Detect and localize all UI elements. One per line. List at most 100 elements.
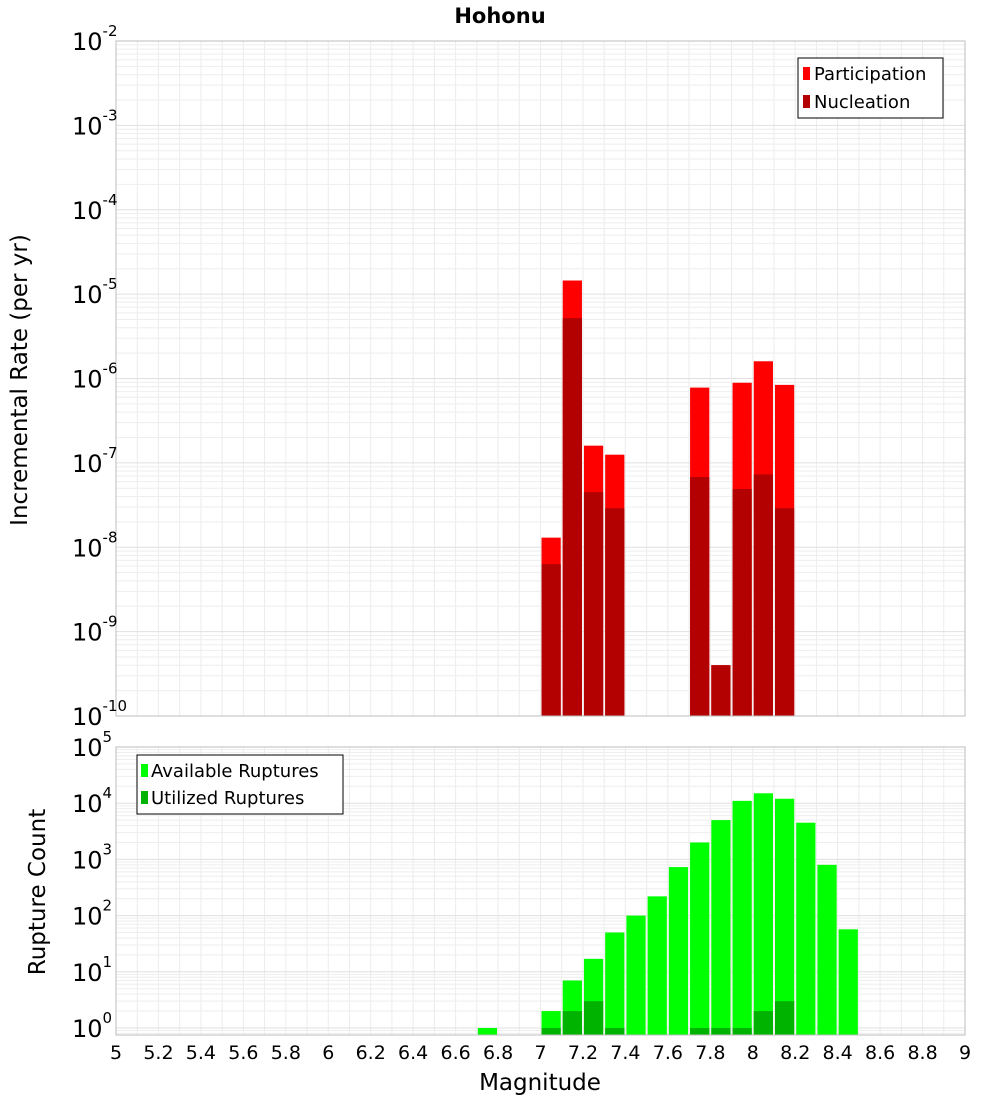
y-tick-label: 105 [72,728,112,762]
y-tick-label: 10-4 [72,191,118,225]
nucleation-bar [774,508,795,716]
top-legend: Participation Nucleation [797,57,944,119]
y-tick-label: 101 [72,953,112,987]
available-ruptures-bar [477,1027,498,1035]
nucleation-bar [562,318,582,716]
available-ruptures-bar [626,915,646,1035]
y-tick-exponent: 1 [103,953,113,971]
y-tick-exponent: -9 [103,613,118,631]
y-tick-exponent: 3 [103,840,113,858]
y-tick-base: 10 [72,450,103,478]
y-tick-exponent: -2 [103,22,118,40]
available-ruptures-bar [817,864,837,1035]
bottom-legend-box [136,754,344,815]
top-y-axis-title: Incremental Rate (per yr) [7,234,33,526]
top-grid [115,40,966,717]
y-tick-exponent: -7 [103,444,118,462]
top-bars [541,280,795,716]
y-tick-label: 10-6 [72,360,118,394]
y-tick-exponent: -4 [103,191,118,209]
x-tick-label: 8.6 [865,1042,895,1064]
chart-title: Hohonu [454,4,545,28]
x-tick-label: 6.2 [356,1042,386,1064]
x-tick-label: 8.4 [823,1042,853,1064]
bottom-bars [477,793,858,1035]
y-tick-base: 10 [72,703,103,731]
y-tick-exponent: -6 [103,360,118,378]
available-ruptures-bar [690,842,710,1035]
available-ruptures-bar [711,820,731,1035]
bottom-y-axis-title: Rupture Count [25,809,51,975]
utilized-ruptures-bar [774,1001,795,1035]
y-tick-base: 10 [72,959,103,987]
y-tick-label: 10-2 [72,22,118,56]
x-tick-label: 5.6 [228,1042,258,1064]
bottom-plot-border [115,746,966,1036]
x-tick-label: 5 [110,1042,122,1064]
available-ruptures-bar [796,822,816,1035]
y-tick-base: 10 [72,281,103,309]
legend-available-label: Available Ruptures [151,761,319,782]
utilized-ruptures-bar [541,1027,561,1035]
y-tick-label: 104 [72,784,112,818]
nucleation-bar [690,477,710,716]
y-tick-base: 10 [72,903,103,931]
y-tick-base: 10 [72,1015,103,1043]
x-tick-label: 7 [534,1042,546,1064]
legend-nucleation-label: Nucleation [814,92,910,113]
utilized-ruptures-bar [732,1027,752,1035]
y-tick-label: 10-5 [72,275,118,309]
y-tick-exponent: 4 [103,784,113,802]
top-panel: Hohonu 10-210-310-410-510-610-710-810-91… [7,4,966,731]
utilized-ruptures-bar [690,1027,710,1035]
y-tick-label: 10-7 [72,444,118,478]
y-tick-base: 10 [72,790,103,818]
y-tick-base: 10 [72,366,103,394]
available-ruptures-bar [605,932,625,1035]
utilized-ruptures-bar [711,1027,731,1035]
top-plot-border [115,40,966,717]
y-tick-label: 10-9 [72,613,118,647]
nucleation-bar [732,489,752,716]
y-tick-label: 10-8 [72,528,118,562]
available-ruptures-bar [774,798,795,1035]
x-tick-label: 7.2 [568,1042,598,1064]
y-tick-exponent: -8 [103,528,118,546]
x-tick-label: 6 [322,1042,334,1064]
x-axis-title: Magnitude [479,1070,601,1096]
y-tick-exponent: 0 [103,1009,113,1027]
utilized-ruptures-bar [605,1027,625,1035]
nucleation-bar [753,474,773,716]
x-tick-label: 5.4 [186,1042,216,1064]
legend-participation-swatch [803,67,810,80]
x-tick-label: 6.4 [398,1042,428,1064]
bottom-legend: Available Ruptures Utilized Ruptures [136,754,344,815]
nucleation-bar [541,564,561,716]
top-legend-box [797,57,944,119]
legend-available-swatch [141,764,148,777]
x-tick-label: 9 [959,1042,971,1064]
y-tick-label: 103 [72,840,112,874]
legend-participation-label: Participation [814,64,926,85]
y-tick-exponent: 2 [103,897,113,915]
available-ruptures-bar [732,800,752,1035]
y-tick-base: 10 [72,197,103,225]
x-tick-label: 7.6 [653,1042,683,1064]
y-tick-label: 10-3 [72,106,118,140]
y-tick-label: 10-10 [72,697,127,731]
utilized-ruptures-bar [753,1011,773,1035]
y-tick-base: 10 [72,619,103,647]
x-tick-label: 6.8 [483,1042,513,1064]
x-tick-label: 5.2 [143,1042,173,1064]
y-tick-exponent: -10 [103,697,128,715]
x-tick-label: 8.2 [780,1042,810,1064]
legend-utilized-label: Utilized Ruptures [151,788,304,809]
x-tick-label: 8 [747,1042,759,1064]
y-tick-base: 10 [72,112,103,140]
available-ruptures-bar [838,929,858,1035]
nucleation-bar [711,665,731,716]
